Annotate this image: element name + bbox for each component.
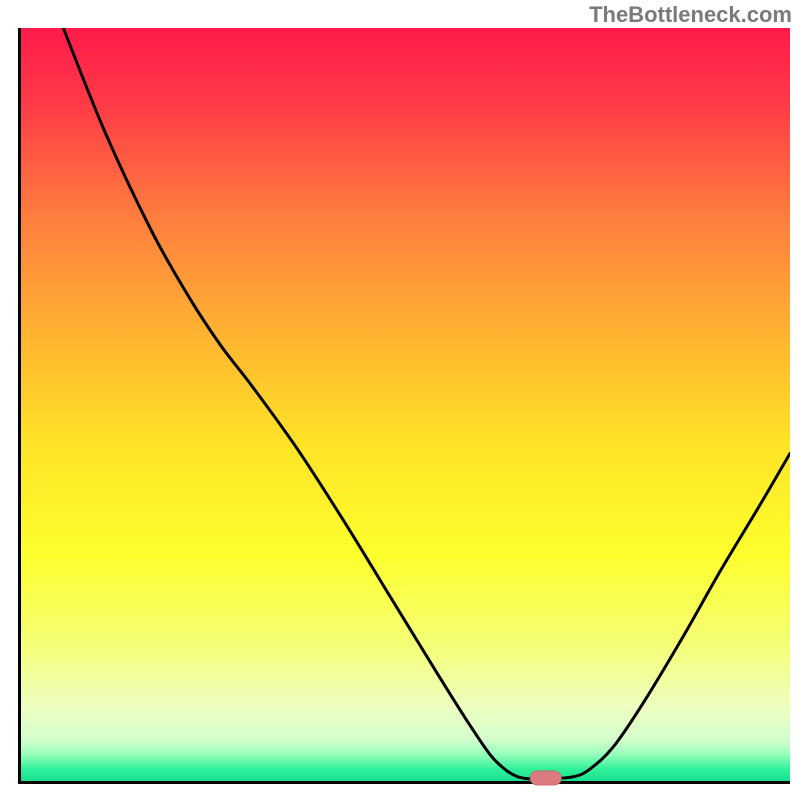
optimal-point-marker — [530, 770, 562, 785]
plot-area — [18, 28, 790, 784]
watermark-text: TheBottleneck.com — [589, 2, 792, 28]
bottleneck-curve — [21, 28, 790, 781]
chart-container: TheBottleneck.com — [0, 0, 800, 800]
